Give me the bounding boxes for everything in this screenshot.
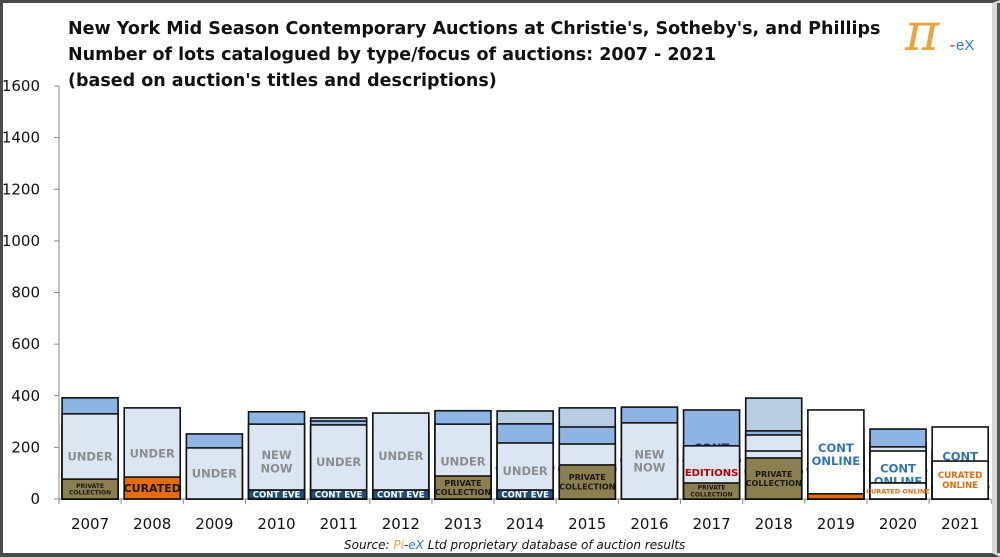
chart-title-line-1: New York Mid Season Contemporary Auction… [68, 19, 880, 39]
source-brand-dash: - [404, 538, 408, 552]
logo: π - eX [904, 3, 974, 63]
bar-segment-label: EDITIONS [685, 468, 738, 479]
y-tick-label: 1600 [2, 77, 40, 95]
y-tick-label: 200 [11, 438, 40, 456]
bar-segment-cont-eve [309, 489, 368, 500]
bar-segment-cont-eve [372, 489, 430, 500]
y-tick-label: 1200 [2, 180, 40, 198]
bar-segment-new-now [620, 422, 679, 500]
bar-segment-label: UNDER [130, 447, 175, 461]
x-tick-label: 2011 [320, 515, 358, 533]
bar-2021: PWFIRST OPENCONTCURATEDNEWNOWEDITIONSCON… [930, 426, 990, 500]
source-brand-pi: Pi [393, 538, 404, 552]
source-brand-ex: eX [408, 538, 424, 552]
bar-2011: FIRST OPENCONTUNDERCONT EVE [309, 417, 368, 501]
x-tick-label: 2009 [195, 515, 233, 533]
y-tick-label: 400 [11, 387, 40, 405]
x-tick-label: 2021 [941, 515, 979, 533]
bar-segment-private-collection [61, 478, 119, 500]
bar-segment-curated-online [869, 482, 927, 500]
bar-segment-label: UNDER [378, 449, 423, 463]
bar-2019: PWCONTCURATEDNEWNOWEDITIONSCONTONLINE [806, 409, 866, 500]
logo-dash: - [950, 37, 955, 54]
bar-segment-label: CONT EVE [501, 491, 549, 501]
x-tick-label: 2015 [568, 515, 606, 533]
x-tick-label: 2020 [879, 515, 917, 533]
bar-segment-curated [807, 493, 865, 500]
bar-segment-label: CURATED ONLINE [866, 487, 930, 495]
logo-pi-icon: π [904, 3, 940, 63]
bar-2015: FIRST OPENCONTCURATEDUNDERCONT EVEPRIVAT… [557, 407, 617, 501]
bar-segment-private-collection [434, 475, 492, 500]
bar-2018: PWCONTCURATEDNEWNOWEDITIONSCONTONLINEPRI… [744, 397, 804, 500]
bar-segment-label: CONT EVE [377, 491, 425, 501]
bar-2013: FIRST OPENCONTUNDERCONT EVEPRIVATECOLLEC… [434, 409, 492, 500]
x-tick-label: 2008 [133, 515, 171, 533]
x-tick-label: 2019 [817, 515, 855, 533]
x-tick-label: 2017 [692, 515, 730, 533]
chart-title-line-3: (based on auction's titles and descripti… [68, 71, 497, 91]
y-tick-label: 0 [30, 490, 40, 508]
bar-segment-private-collection [682, 482, 741, 500]
bar-segment-label: CONT EVE [315, 491, 363, 501]
logo-ex: eX [956, 37, 974, 54]
x-tick-label: 2013 [444, 515, 482, 533]
x-tick-label: 2007 [71, 515, 109, 533]
bar-segment-label: CONT EVE [253, 491, 301, 501]
x-tick-label: 2014 [506, 515, 544, 533]
bar-segment-label: UNDER [503, 464, 548, 478]
bar-segment-label: UNDER [192, 467, 237, 481]
x-axis: 2007 2008 2009 2010 2011 2012 2013 2014 2015 2016… [58, 498, 992, 533]
bar-2016: FIRST OPENCONTCURATEDNEWNOW [619, 406, 679, 500]
bar-2020: PWCONTCURATEDNEWNOWEDITIONSCONTONLINEPRI… [866, 428, 930, 500]
source-note: Source: Pi-eX Ltd proprietary database o… [344, 538, 685, 552]
bar-2010: FIRST OPENCONTNEWNOWCONT EVE [247, 410, 306, 501]
bar-2009: FIRST OPENCONTUNDER [185, 433, 244, 500]
y-tick-label: 800 [11, 284, 40, 302]
y-tick-label: 600 [11, 335, 40, 353]
y-tick-label: 1000 [2, 232, 40, 250]
y-tick-label: 1400 [2, 129, 40, 147]
source-prefix: Source: [344, 538, 393, 552]
bar-segment-under [309, 424, 368, 500]
bar-segment-private-collection [558, 464, 617, 500]
source-suffix: Ltd proprietary database of auction resu… [424, 538, 685, 552]
chart-title-line-2: Number of lots catalogued by type/focus … [68, 45, 716, 65]
bar-segment-curated-online [931, 460, 989, 500]
bar-segment-under [185, 447, 244, 500]
x-tick-label: 2010 [257, 515, 295, 533]
bar-segment-label: CURATED [124, 482, 181, 495]
x-tick-label: 2016 [630, 515, 668, 533]
bar-segment-label: UNDER [440, 455, 485, 469]
bar-segment-under [372, 412, 430, 500]
bar-2017: PWCONTCURATEDNEWNOWEDITIONSPRIVATECOLLEC… [682, 409, 742, 500]
x-tick-label: 2018 [755, 515, 793, 533]
bar-segment-label: UNDER [316, 455, 361, 469]
bar-2014: FIRST OPENCONTCURATEDUNDERCONT EVE [495, 410, 555, 501]
bar-segment-cont-eve [496, 489, 554, 500]
bar-2008: UNDER CURATED [123, 407, 182, 500]
bar-segment-cont-eve [247, 489, 306, 500]
bar-segment-label: UNDER [67, 450, 112, 464]
bar-segment-label: CURATED ONLINE [938, 471, 982, 491]
y-axis: 0 200 400 600 800 1000 1200 1400 1600 [2, 77, 60, 508]
bar-segment-private-collection [744, 457, 803, 500]
bar-segment-curated [123, 476, 182, 500]
x-tick-label: 2012 [382, 515, 420, 533]
bar-2012: FIRST OPENCONTUNDERCONT EVE [372, 412, 430, 501]
bar-2007: FIRST OPENCONTUNDERPRIVATECOLLECTION [61, 397, 119, 500]
